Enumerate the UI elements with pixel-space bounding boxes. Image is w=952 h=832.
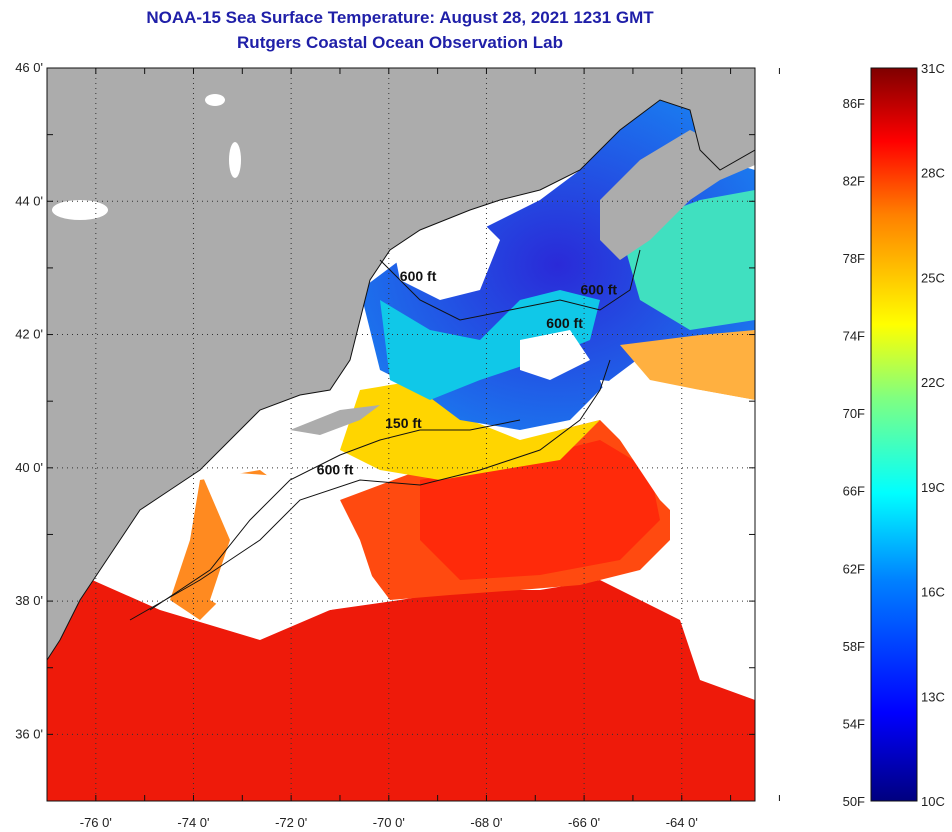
colorbar-c-label: 10C <box>921 794 945 809</box>
colorbar-f-label: 70F <box>843 406 865 421</box>
colorbar-c-label: 28C <box>921 166 945 181</box>
map-ticks <box>46 67 780 802</box>
lat-label: 38 0' <box>15 593 43 608</box>
colorbar-f-label: 50F <box>843 794 865 809</box>
colorbar <box>870 67 918 802</box>
colorbar-c-label: 25C <box>921 270 945 285</box>
land-mainland <box>47 68 755 660</box>
map-title: NOAA-15 Sea Surface Temperature: August … <box>146 8 654 27</box>
lat-label: 40 0' <box>15 460 43 475</box>
contour-150ft <box>149 419 521 611</box>
cloud-patch-1 <box>390 210 500 300</box>
map-frame <box>46 67 756 802</box>
map-subtitle: Rutgers Coastal Ocean Observation Lab <box>237 33 563 52</box>
colorbar-f-label: 66F <box>843 484 865 499</box>
colorbar-celsius-labels: 31C 28C 25C 22C 19C 16C 13C 10C <box>921 61 945 809</box>
longitude-labels: -76 0' -74 0' -72 0' -70 0' -68 0' -66 0' -64 … <box>80 815 698 830</box>
lat-label: 42 0' <box>15 327 43 342</box>
lake <box>229 142 241 178</box>
land-nova-scotia <box>600 130 755 260</box>
sst-warm-east <box>620 330 755 400</box>
colorbar-f-label: 74F <box>843 329 865 344</box>
contour-gulf-maine <box>379 249 641 321</box>
colorbar-f-label: 62F <box>843 561 865 576</box>
land-long-island <box>290 405 380 435</box>
colorbar-f-label: 82F <box>843 173 865 188</box>
lon-label: -64 0' <box>666 815 698 830</box>
sst-cyan-inner <box>380 290 600 400</box>
colorbar-c-label: 13C <box>921 689 945 704</box>
cloud-patch-4 <box>600 380 755 560</box>
contour-label: 150 ft <box>385 415 422 431</box>
sst-warm-south <box>47 560 755 801</box>
colorbar-c-label: 19C <box>921 480 945 495</box>
latitude-labels: 46 0' 44 0' 42 0' 40 0' 38 0' 36 0' <box>15 60 43 741</box>
lon-label: -72 0' <box>275 815 307 830</box>
coastline <box>47 99 755 661</box>
cloud-patch-3 <box>520 330 590 380</box>
lat-label: 36 0' <box>15 726 43 741</box>
graticule <box>47 68 755 801</box>
colorbar-f-label: 58F <box>843 639 865 654</box>
lon-label: -66 0' <box>568 815 600 830</box>
cloud-patch-2 <box>200 470 380 630</box>
lake <box>205 94 225 106</box>
sst-red-core <box>420 440 660 580</box>
lon-label: -76 0' <box>80 815 112 830</box>
contour-labels: 600 ft 600 ft 600 ft 150 ft 600 ft <box>317 268 618 477</box>
colorbar-f-label: 78F <box>843 251 865 266</box>
lat-label: 46 0' <box>15 60 43 75</box>
colorbar-fahrenheit-labels: 86F 82F 78F 74F 70F 66F 62F 58F 54F 50F <box>843 96 865 809</box>
colorbar-c-label: 16C <box>921 585 945 600</box>
colorbar-c-label: 22C <box>921 375 945 390</box>
colorbar-f-label: 54F <box>843 716 865 731</box>
contour-label: 600 ft <box>400 268 437 284</box>
lat-label: 44 0' <box>15 193 43 208</box>
colorbar-c-label: 31C <box>921 61 945 76</box>
contour-label: 600 ft <box>546 315 583 331</box>
map-area: 600 ft 600 ft 600 ft 150 ft 600 ft <box>47 68 755 801</box>
contour-label: 600 ft <box>580 282 617 298</box>
lon-label: -68 0' <box>470 815 502 830</box>
contour-600ft <box>129 359 611 621</box>
lake <box>52 200 108 220</box>
lon-label: -74 0' <box>177 815 209 830</box>
colorbar-f-label: 86F <box>843 96 865 111</box>
contour-label: 600 ft <box>317 461 354 477</box>
lon-label: -70 0' <box>373 815 405 830</box>
